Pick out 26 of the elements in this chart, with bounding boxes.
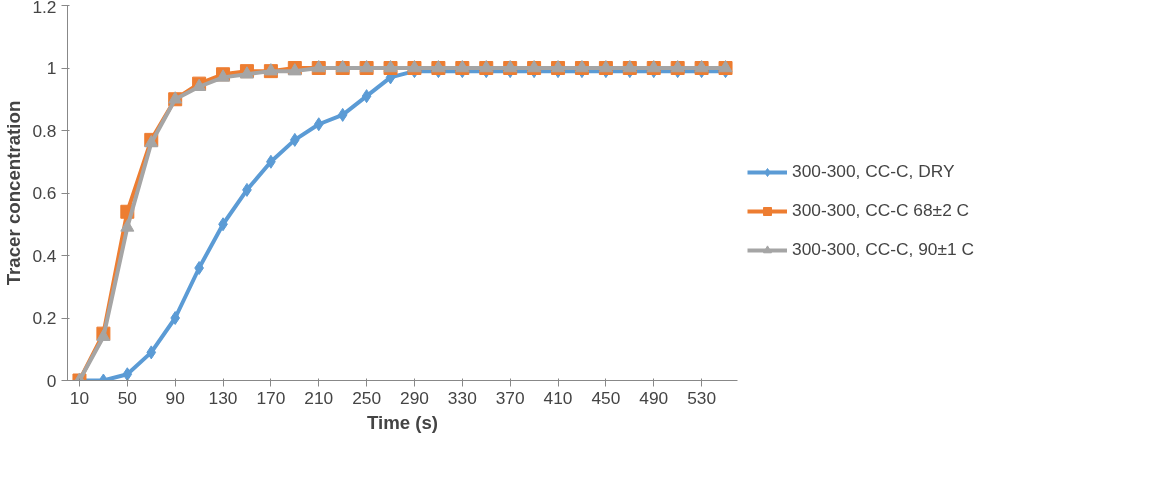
x-tick-label: 290 xyxy=(400,387,429,408)
y-tick-label: 1.2 xyxy=(32,0,57,17)
x-tick-label: 490 xyxy=(639,387,669,408)
y-tick-label: 0.6 xyxy=(32,183,57,203)
x-tick-label: 330 xyxy=(447,387,477,408)
y-tick-label: 0.8 xyxy=(32,120,57,141)
x-tick-label: 410 xyxy=(543,387,573,408)
legend-label: 300-300, CC-C 68±2 C xyxy=(792,200,970,221)
y-tick-label: 0.2 xyxy=(32,308,57,328)
x-tick-label: 210 xyxy=(304,387,334,408)
y-axis-title: Tracer concentration xyxy=(3,100,25,286)
legend-label: 300-300, CC-C, DRY xyxy=(792,161,955,182)
x-tick-label: 250 xyxy=(352,387,382,408)
x-tick-label: 370 xyxy=(495,387,525,408)
x-tick-label: 10 xyxy=(69,387,90,408)
y-tick-label: 0 xyxy=(46,370,57,391)
x-tick-label: 130 xyxy=(208,387,238,408)
y-tick-label: 1 xyxy=(46,58,57,78)
x-tick-label: 450 xyxy=(591,387,621,408)
x-axis-title: Time (s) xyxy=(366,411,439,433)
y-tick-label: 0.4 xyxy=(32,245,57,266)
x-tick-label: 90 xyxy=(165,387,185,408)
x-tick-label: 530 xyxy=(687,387,717,408)
x-tick-label: 50 xyxy=(117,387,137,408)
x-tick-label: 170 xyxy=(256,387,286,408)
legend-label: 300-300, CC-C, 90±1 C xyxy=(792,239,974,260)
